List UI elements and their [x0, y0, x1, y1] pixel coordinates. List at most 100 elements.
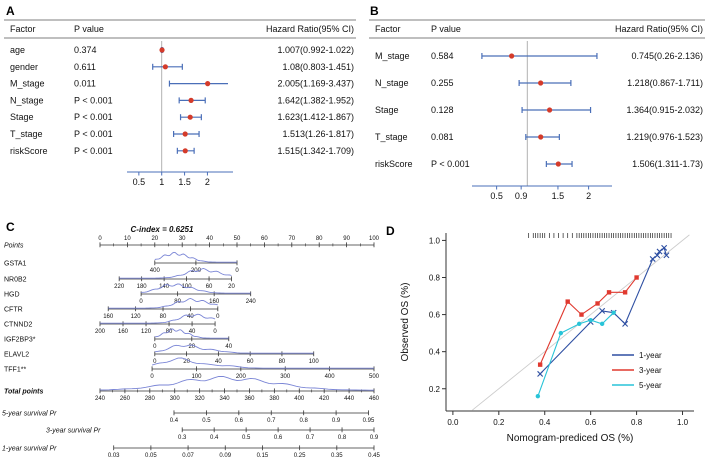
nomogram-tick-label: 200	[236, 374, 247, 380]
nomogram-tick-label: 20	[188, 344, 195, 350]
row-factor-label: gender	[10, 62, 38, 72]
nomogram-tick-label: 200	[95, 329, 106, 335]
row-factor-label: N_stage	[10, 95, 44, 105]
x-tick-label: 0.0	[447, 418, 459, 427]
x-axis-tick-label: 1.5	[552, 191, 565, 201]
nomogram-tick-label: 140	[159, 284, 170, 290]
marker-circle	[611, 310, 616, 315]
hr-dot	[188, 97, 194, 103]
row-pvalue: P < 0.001	[74, 129, 113, 139]
nomogram-tick-label: 0.35	[331, 453, 343, 459]
nomogram-tick-label: 160	[209, 299, 220, 305]
x-tick-label: 0.4	[539, 418, 551, 427]
nomogram-tick-label: 0.09	[219, 453, 231, 459]
nomogram-tick-label: 0.9	[332, 418, 341, 424]
density-curve	[154, 328, 229, 339]
nomogram-tick-label: 40	[187, 314, 194, 320]
panel-a-label: A	[6, 4, 15, 18]
forest-plot-a: Factor P value Hazard Ratio(95% CI) age 0.37…	[4, 19, 356, 187]
marker-x	[654, 252, 661, 259]
nomogram-row-label: NR0B2	[4, 277, 27, 284]
calibration-plot-d: 0.0 0.2 0.4 0.6 0.8 1.0 0.2 0.4 0.6 0.8 1.0 Nomogra…	[400, 233, 694, 444]
column-header-hazard-ratio: Hazard Ratio(95% CI)	[266, 24, 354, 34]
nomogram-tick-label: 0	[213, 329, 217, 335]
marker-x	[537, 370, 544, 377]
density-curve	[108, 298, 218, 309]
x-tick-label: 1.0	[677, 418, 689, 427]
row-hr-text: 1.642(1.382-1.952)	[277, 95, 354, 105]
y-tick-label: 0.6	[429, 311, 441, 320]
nomogram-row-label: CTNND2	[4, 322, 32, 329]
marker-circle	[535, 393, 541, 399]
nomogram-tick-label: 0.05	[145, 453, 157, 459]
nomogram-tick-label: 440	[344, 396, 355, 402]
nomogram-tick-label: 0.8	[300, 418, 309, 424]
x-tick-label: 0.8	[631, 418, 643, 427]
x-axis-tick-label: 1	[159, 177, 164, 187]
row-factor-label: Stage	[10, 112, 34, 122]
row-pvalue: 0.128	[431, 105, 454, 115]
hr-dot	[509, 53, 515, 59]
x-axis-tick-label: 0.9	[515, 191, 528, 201]
nomogram-tick-label: 0.3	[178, 435, 187, 441]
row-factor-label: age	[10, 45, 25, 55]
nomogram-tick-label: 80	[279, 359, 286, 365]
hr-dot	[547, 107, 553, 113]
row-hr-text: 1.513(1.26-1.817)	[282, 129, 354, 139]
hr-dot	[555, 161, 561, 167]
row-factor-label: riskScore	[10, 146, 48, 156]
nomogram-tick-label: 380	[269, 396, 280, 402]
hr-dot	[182, 148, 188, 154]
y-tick-label: 0.4	[429, 348, 441, 357]
nomogram-tick-label: 40	[206, 236, 213, 242]
nomogram-tick-label: 0.95	[363, 418, 375, 424]
density-curve	[100, 376, 374, 391]
legend-label-5-year: 5-year	[639, 381, 662, 390]
marker-circle	[576, 321, 582, 327]
nomogram-tick-label: 220	[114, 284, 125, 290]
y-tick-label: 0.8	[429, 274, 441, 283]
nomogram-tick-label: 240	[95, 396, 106, 402]
column-header-hazard-ratio: Hazard Ratio(95% CI)	[615, 24, 703, 34]
row-pvalue: 0.081	[431, 132, 454, 142]
nomogram-row-label: Total points	[4, 389, 44, 396]
nomogram-tick-label: 340	[220, 396, 231, 402]
marker-square	[579, 312, 584, 317]
row-factor-label: M_stage	[10, 79, 45, 89]
marker-circle	[588, 317, 593, 323]
nomogram-tick-label: 240	[246, 299, 257, 305]
nomogram-tick-label: 360	[244, 396, 255, 402]
x-tick-label: 0.2	[493, 418, 505, 427]
x-axis-tick-label: 2	[205, 177, 210, 187]
nomogram-tick-label: 500	[369, 374, 380, 380]
y-axis-label: Observed OS (%)	[400, 283, 411, 362]
legend-label-3-year: 3-year	[639, 366, 662, 375]
nomogram-tick-label: 180	[137, 284, 148, 290]
density-curve	[119, 268, 232, 279]
nomogram-tick-label: 460	[369, 396, 380, 402]
row-hr-text: 1.623(1.412-1.867)	[277, 112, 354, 122]
row-hr-text: 0.745(0.26-2.136)	[631, 51, 703, 61]
nomogram-tick-label: 60	[206, 284, 213, 290]
diagonal-reference-line	[472, 234, 690, 411]
nomogram-tick-label: 0	[153, 359, 157, 365]
row-factor-label: T_stage	[10, 129, 43, 139]
nomogram-tick-label: 120	[131, 314, 142, 320]
x-axis-tick-label: 2	[586, 191, 591, 201]
nomogram-tick-label: 100	[191, 374, 202, 380]
nomogram-row-label: ELAVL2	[4, 352, 29, 359]
row-pvalue: P < 0.001	[74, 112, 113, 122]
row-pvalue: 0.374	[74, 45, 97, 55]
marker-x	[656, 248, 663, 255]
nomogram-tick-label: 40	[225, 344, 232, 350]
marker-x	[649, 255, 656, 262]
marker-x	[663, 252, 670, 259]
nomogram-tick-label: 0.5	[202, 418, 211, 424]
nomogram-tick-label: 20	[151, 236, 158, 242]
nomogram-tick-label: 70	[288, 236, 295, 242]
column-header-pvalue: P value	[431, 24, 461, 34]
row-hr-text: 1.506(1.311-1.73)	[632, 159, 703, 169]
hr-dot	[538, 134, 544, 140]
series-line-5-year	[537, 312, 614, 397]
nomogram-tick-label: 0.7	[306, 435, 315, 441]
